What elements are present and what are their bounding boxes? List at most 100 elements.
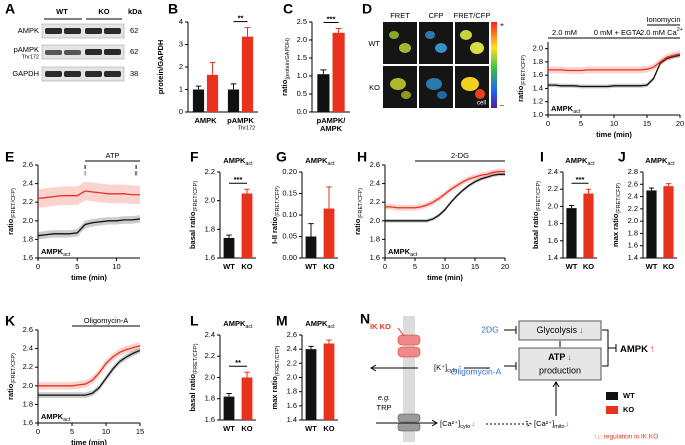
x-tick-label: KO [323, 262, 334, 271]
y-tick-label: 2.2 [23, 362, 33, 371]
trp-channel [397, 422, 421, 432]
error-bar [326, 339, 332, 344]
atp-label2: production [539, 365, 581, 375]
significance-label: *** [576, 175, 585, 184]
row-label: AMPK [18, 26, 39, 35]
y-tick-label: 1.6 [23, 253, 33, 262]
error-band [38, 181, 140, 208]
inhibition [504, 326, 517, 334]
row-label: WT [368, 39, 380, 48]
chart-tag-part: act [327, 161, 335, 167]
bar [241, 377, 253, 420]
y-axis-label: ratio(FRET/CFP) [516, 55, 527, 102]
y-axis-label-part: (FRET/CFP) [616, 183, 622, 214]
y-axis-label: basal ratio(FRET/CFP) [531, 181, 542, 249]
y-axis-label: ratio(FRET/CFP) [6, 188, 17, 235]
error-band [38, 215, 140, 240]
y-tick-label: 4 [179, 17, 183, 26]
line [37, 218, 141, 237]
trp-channel [397, 413, 421, 423]
knockout-pointer [397, 327, 405, 337]
blot-bands [45, 28, 121, 77]
legend-label: WT [623, 391, 635, 400]
error-bar [226, 392, 232, 397]
y-tick-label: 2.2 [628, 204, 638, 213]
y-tick-label: 1.2 [533, 97, 543, 106]
y-tick-label: 2.0 [205, 372, 215, 381]
ca-change: ↓ [566, 419, 570, 428]
y-axis-label-part: basal ratio [188, 374, 197, 412]
y-tick-label: 2.0 [23, 216, 33, 225]
bar [223, 396, 235, 420]
chart-tag-part: AMPK [41, 412, 64, 421]
row-label: GAPDH [12, 69, 39, 78]
y-tick-label: 2.0 [297, 35, 307, 44]
treatment-label: 2-DG [451, 151, 469, 160]
significance-label: ** [235, 358, 241, 367]
line [38, 345, 141, 387]
x-tick-label: 15 [471, 262, 479, 271]
y-tick-label: 2.4 [628, 192, 638, 201]
x-tick-label: WT [223, 424, 235, 433]
treatment-label: 2.0 mM [552, 28, 577, 37]
panel-letter: F [190, 149, 199, 165]
column-label: FRET/CFP [454, 11, 491, 20]
chart-tag-part: act [587, 161, 595, 167]
y-tick-label: 1.6 [628, 241, 638, 250]
chart-tag-part: act [63, 417, 71, 423]
chart-tag-part: act [573, 109, 581, 115]
x-tick-label: 20 [676, 119, 684, 128]
y-tick-label: 1.6 [205, 415, 215, 424]
glycolysis-box [518, 320, 602, 341]
x-tick-label: WT [305, 424, 317, 433]
y-axis-label-part: (FRET/CFP) [275, 186, 281, 217]
treatment-label-part: 2+ [677, 27, 683, 33]
line [38, 349, 141, 396]
x-tick-label: 0 [546, 119, 550, 128]
y-axis-label-part: (FRET/CFP) [536, 181, 542, 212]
y-tick-label: 1.8 [548, 219, 558, 228]
ca-cyto: [Ca²⁺]cyto↓ [440, 419, 475, 430]
x-tick-label: 5 [579, 119, 583, 128]
glycolysis-label: Glycolysis [536, 325, 577, 335]
x-tick-label: WT [223, 262, 235, 271]
x-tick-label: 0 [36, 427, 40, 436]
x-tick-label: KO [323, 424, 334, 433]
panel-letter: I [540, 149, 544, 165]
significance-label: *** [234, 175, 243, 184]
y-tick-label: 1 [179, 84, 183, 93]
micrographs [383, 22, 489, 108]
panel-letter: D [362, 1, 372, 17]
x-tick-label: 0 [383, 262, 387, 271]
chart-tag-part: AMPK [388, 247, 411, 256]
chart-tag-part: AMPK [223, 156, 246, 165]
legend: WT KO [606, 391, 635, 414]
y-tick-label: 0.10 [282, 210, 297, 219]
y-axis-label-part: (protein/GAPDH) [285, 38, 291, 80]
x-tick-label: 15 [643, 119, 651, 128]
glycolysis: Glycolysis ↓ [536, 325, 583, 335]
error-bar [244, 188, 250, 194]
chart-tag-part: act [245, 161, 253, 167]
chart-tag-part: act [327, 324, 335, 330]
atp-change: ↓ [567, 352, 572, 362]
chart-tag-part: AMPK [565, 156, 588, 165]
y-tick-label: 2.4 [23, 179, 33, 188]
y-tick-label: 0.05 [282, 231, 297, 240]
panel-letter: J [618, 149, 626, 165]
panel-letter: N [360, 311, 370, 327]
bar [332, 32, 345, 112]
unit-label: kDa [128, 7, 143, 16]
x-axis-label: time (min) [596, 130, 632, 139]
y-tick-label: 1.4 [533, 83, 543, 92]
bar [241, 36, 254, 112]
chart-tag-part: act [410, 252, 418, 258]
x-tick-sublabel: Thr172 [238, 125, 255, 131]
atp-box [518, 347, 602, 381]
ik-channel [397, 334, 421, 346]
k-sub: cyto [447, 368, 457, 374]
panel-letter: H [357, 149, 367, 165]
treatment-label: 0 mM + EGTA [594, 28, 641, 37]
y-axis-label-part: ratio [516, 85, 525, 102]
y-tick-label: 1.6 [287, 401, 297, 410]
